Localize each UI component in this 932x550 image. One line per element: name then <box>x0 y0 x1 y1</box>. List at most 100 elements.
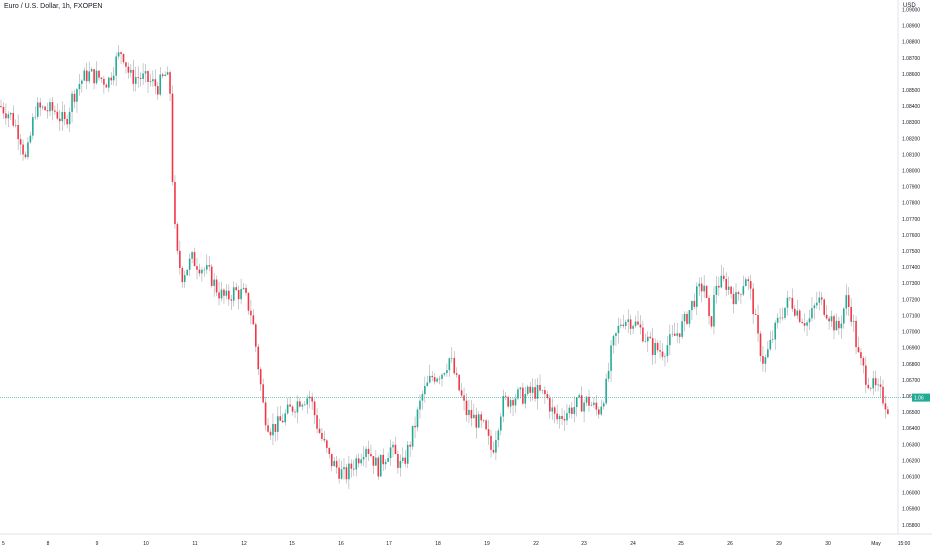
candle-down <box>350 463 353 469</box>
candle-down <box>228 290 230 300</box>
candle-down <box>262 384 264 403</box>
candle-down <box>264 402 267 426</box>
candle-up <box>468 410 470 416</box>
candle-up <box>402 457 404 462</box>
y-tick-label: 1.07400 <box>902 265 920 271</box>
y-tick-label: 1.07900 <box>902 185 920 191</box>
candle-up <box>61 111 64 122</box>
candle-up <box>644 341 647 342</box>
y-tick-label: 1.07600 <box>902 233 920 239</box>
candle-down <box>833 316 835 331</box>
candle-up <box>624 321 627 326</box>
candle-up <box>355 458 358 470</box>
candle-up <box>446 370 448 374</box>
candle-down <box>132 69 135 84</box>
candle-up <box>811 308 813 319</box>
candle-up <box>10 113 12 115</box>
candle-down <box>673 333 676 336</box>
candle-up <box>845 295 848 309</box>
candle-up <box>524 393 527 404</box>
candle-down <box>404 457 407 464</box>
candle-down <box>105 84 108 88</box>
candle-down <box>122 53 125 63</box>
candle-down <box>512 400 514 406</box>
candle-down <box>311 396 313 402</box>
candle-up <box>627 319 629 322</box>
candle-up <box>108 77 110 88</box>
candle-up <box>286 404 289 414</box>
candle-up <box>551 407 554 412</box>
candle-down <box>740 294 742 295</box>
candle-down <box>522 387 524 404</box>
candle-down <box>708 297 710 317</box>
x-tick-label: 29 <box>776 541 782 547</box>
candle-down <box>553 407 556 414</box>
candle-down <box>289 404 291 407</box>
candle-down <box>294 411 296 413</box>
candle-down <box>210 266 213 286</box>
candle-up <box>424 386 426 395</box>
candle-down <box>544 390 546 395</box>
candle-up <box>583 402 585 412</box>
candle-up <box>715 285 718 295</box>
candle-down <box>431 375 433 378</box>
candle-down <box>176 224 179 251</box>
candle-down <box>747 279 750 282</box>
candle-down <box>98 70 100 78</box>
candle-up <box>399 461 402 468</box>
candle-down <box>798 310 801 322</box>
candle-up <box>164 74 166 77</box>
candle-up <box>112 75 115 81</box>
candle-up <box>379 454 382 477</box>
candle-down <box>686 313 688 324</box>
candle-down <box>801 321 803 324</box>
candle-up <box>671 333 674 335</box>
candle-down <box>874 378 877 386</box>
candle-down <box>110 77 113 81</box>
candle-down <box>281 420 284 423</box>
candle-down <box>259 369 262 385</box>
candle-down <box>39 102 41 108</box>
candle-up <box>872 378 874 389</box>
candle-down <box>482 420 485 421</box>
candle-up <box>232 287 235 301</box>
candle-up <box>225 290 228 296</box>
candle-down <box>487 429 490 436</box>
candle-up <box>88 71 90 82</box>
candle-down <box>882 386 884 404</box>
candle-down <box>460 390 463 396</box>
candle-up <box>676 333 678 336</box>
y-tick-label: 1.08200 <box>902 136 920 142</box>
candle-down <box>154 79 157 87</box>
candle-up <box>720 275 723 288</box>
candle-down <box>485 420 487 430</box>
candle-down <box>705 285 708 298</box>
candle-down <box>51 102 54 111</box>
candle-down <box>56 111 59 119</box>
candle-up <box>333 460 335 467</box>
candle-up <box>696 286 698 307</box>
candle-down <box>803 323 806 326</box>
candle-up <box>201 269 203 274</box>
y-tick-label: 1.07500 <box>902 249 920 255</box>
candle-down <box>24 154 27 158</box>
candle-up <box>526 386 529 394</box>
candle-up <box>277 416 279 432</box>
candle-down <box>46 110 49 112</box>
candle-up <box>578 395 580 398</box>
candle-up <box>304 404 306 406</box>
candle-up <box>698 283 701 287</box>
y-tick-label: 1.06600 <box>902 394 920 400</box>
candle-up <box>441 374 443 379</box>
candle-down <box>490 435 492 450</box>
candle-down <box>66 119 68 125</box>
candle-down <box>19 139 22 145</box>
candle-down <box>642 327 644 342</box>
candle-up <box>308 396 311 399</box>
candle-up <box>531 387 534 393</box>
candle-down <box>2 107 5 114</box>
x-tick-label: 19 <box>484 541 490 547</box>
candle-up <box>191 252 193 259</box>
candle-down <box>397 454 399 468</box>
